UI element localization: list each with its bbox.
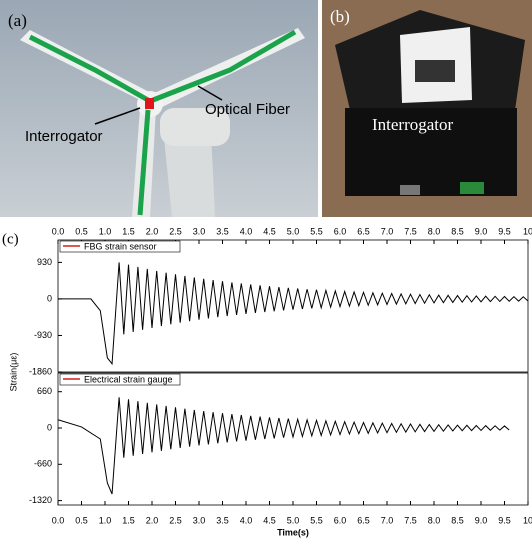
x-tick-label: 3.0: [193, 226, 206, 236]
x-tick-label: 4.5: [263, 226, 276, 236]
y-tick-label: -1860: [29, 366, 52, 376]
y-tick-label: 660: [37, 386, 52, 396]
y-tick-label: -1320: [29, 495, 52, 505]
x-tick-label: 6.5: [357, 226, 370, 236]
x-tick-label: 7.0: [381, 226, 394, 236]
x-tick-label: 4.0: [240, 226, 253, 236]
x-tick-label: 6.0: [334, 515, 347, 525]
y-axis-label: Strain(με): [8, 353, 18, 392]
x-tick-label: 4.0: [240, 515, 253, 525]
x-tick-label: 2.5: [169, 226, 182, 236]
x-tick-label: 9.0: [475, 515, 488, 525]
x-tick-label: 3.0: [193, 515, 206, 525]
x-tick-label: 8.5: [451, 515, 464, 525]
x-axis-label: Time(s): [277, 527, 309, 537]
x-tick-label: 1.5: [122, 515, 135, 525]
x-tick-label: 0.5: [75, 226, 88, 236]
photo-turbine: (a) Interrogator Optical Fiber: [0, 0, 318, 217]
figure: (a) Interrogator Optical Fiber (b) Inter…: [0, 0, 532, 539]
x-tick-label: 8.0: [428, 226, 441, 236]
x-tick-label: 1.5: [122, 226, 135, 236]
y-tick-label: -930: [34, 330, 52, 340]
x-tick-label: 9.5: [498, 515, 511, 525]
x-tick-label: 5.0: [287, 515, 300, 525]
x-tick-label: 7.5: [404, 515, 417, 525]
x-tick-label: 7.0: [381, 515, 394, 525]
x-tick-label: 6.5: [357, 515, 370, 525]
x-tick-label: 8.5: [451, 226, 464, 236]
x-tick-label: 10: [523, 515, 532, 525]
x-tick-label: 2.5: [169, 515, 182, 525]
x-tick-label: 1.0: [99, 226, 112, 236]
legend-label: FBG strain sensor: [84, 241, 157, 251]
x-tick-label: 9.0: [475, 226, 488, 236]
x-tick-label: 2.0: [146, 515, 159, 525]
panel-label: (a): [8, 11, 27, 30]
label: Interrogator: [25, 128, 103, 145]
plot-frame: [58, 240, 528, 372]
y-tick-label: 930: [37, 257, 52, 267]
x-tick-label: 7.5: [404, 226, 417, 236]
x-tick-label: 0.0: [52, 226, 65, 236]
panel-label: (b): [330, 7, 350, 26]
x-tick-label: 0.5: [75, 515, 88, 525]
x-tick-label: 4.5: [263, 515, 276, 525]
x-tick-label: 6.0: [334, 226, 347, 236]
signal-line: [58, 262, 528, 363]
x-tick-label: 10: [523, 226, 532, 236]
x-tick-label: 3.5: [216, 515, 229, 525]
x-tick-label: 2.0: [146, 226, 159, 236]
x-tick-label: 8.0: [428, 515, 441, 525]
plot-frame: [58, 373, 528, 505]
x-tick-label: 5.0: [287, 226, 300, 236]
x-tick-label: 5.5: [310, 226, 323, 236]
signal-line: [58, 397, 509, 494]
label: Interrogator: [372, 115, 454, 134]
x-tick-label: 1.0: [99, 515, 112, 525]
x-tick-label: 9.5: [498, 226, 511, 236]
photo-interrogator: (b) Interrogator: [322, 0, 532, 217]
legend-label: Electrical strain gauge: [84, 374, 173, 384]
label: Optical Fiber: [205, 101, 290, 118]
y-tick-label: 0: [47, 293, 52, 303]
x-tick-label: 5.5: [310, 515, 323, 525]
x-tick-label: 3.5: [216, 226, 229, 236]
x-tick-label: 0.0: [52, 515, 65, 525]
y-tick-label: -660: [34, 459, 52, 469]
y-tick-label: 0: [47, 422, 52, 432]
panel-label: (c): [2, 231, 19, 247]
